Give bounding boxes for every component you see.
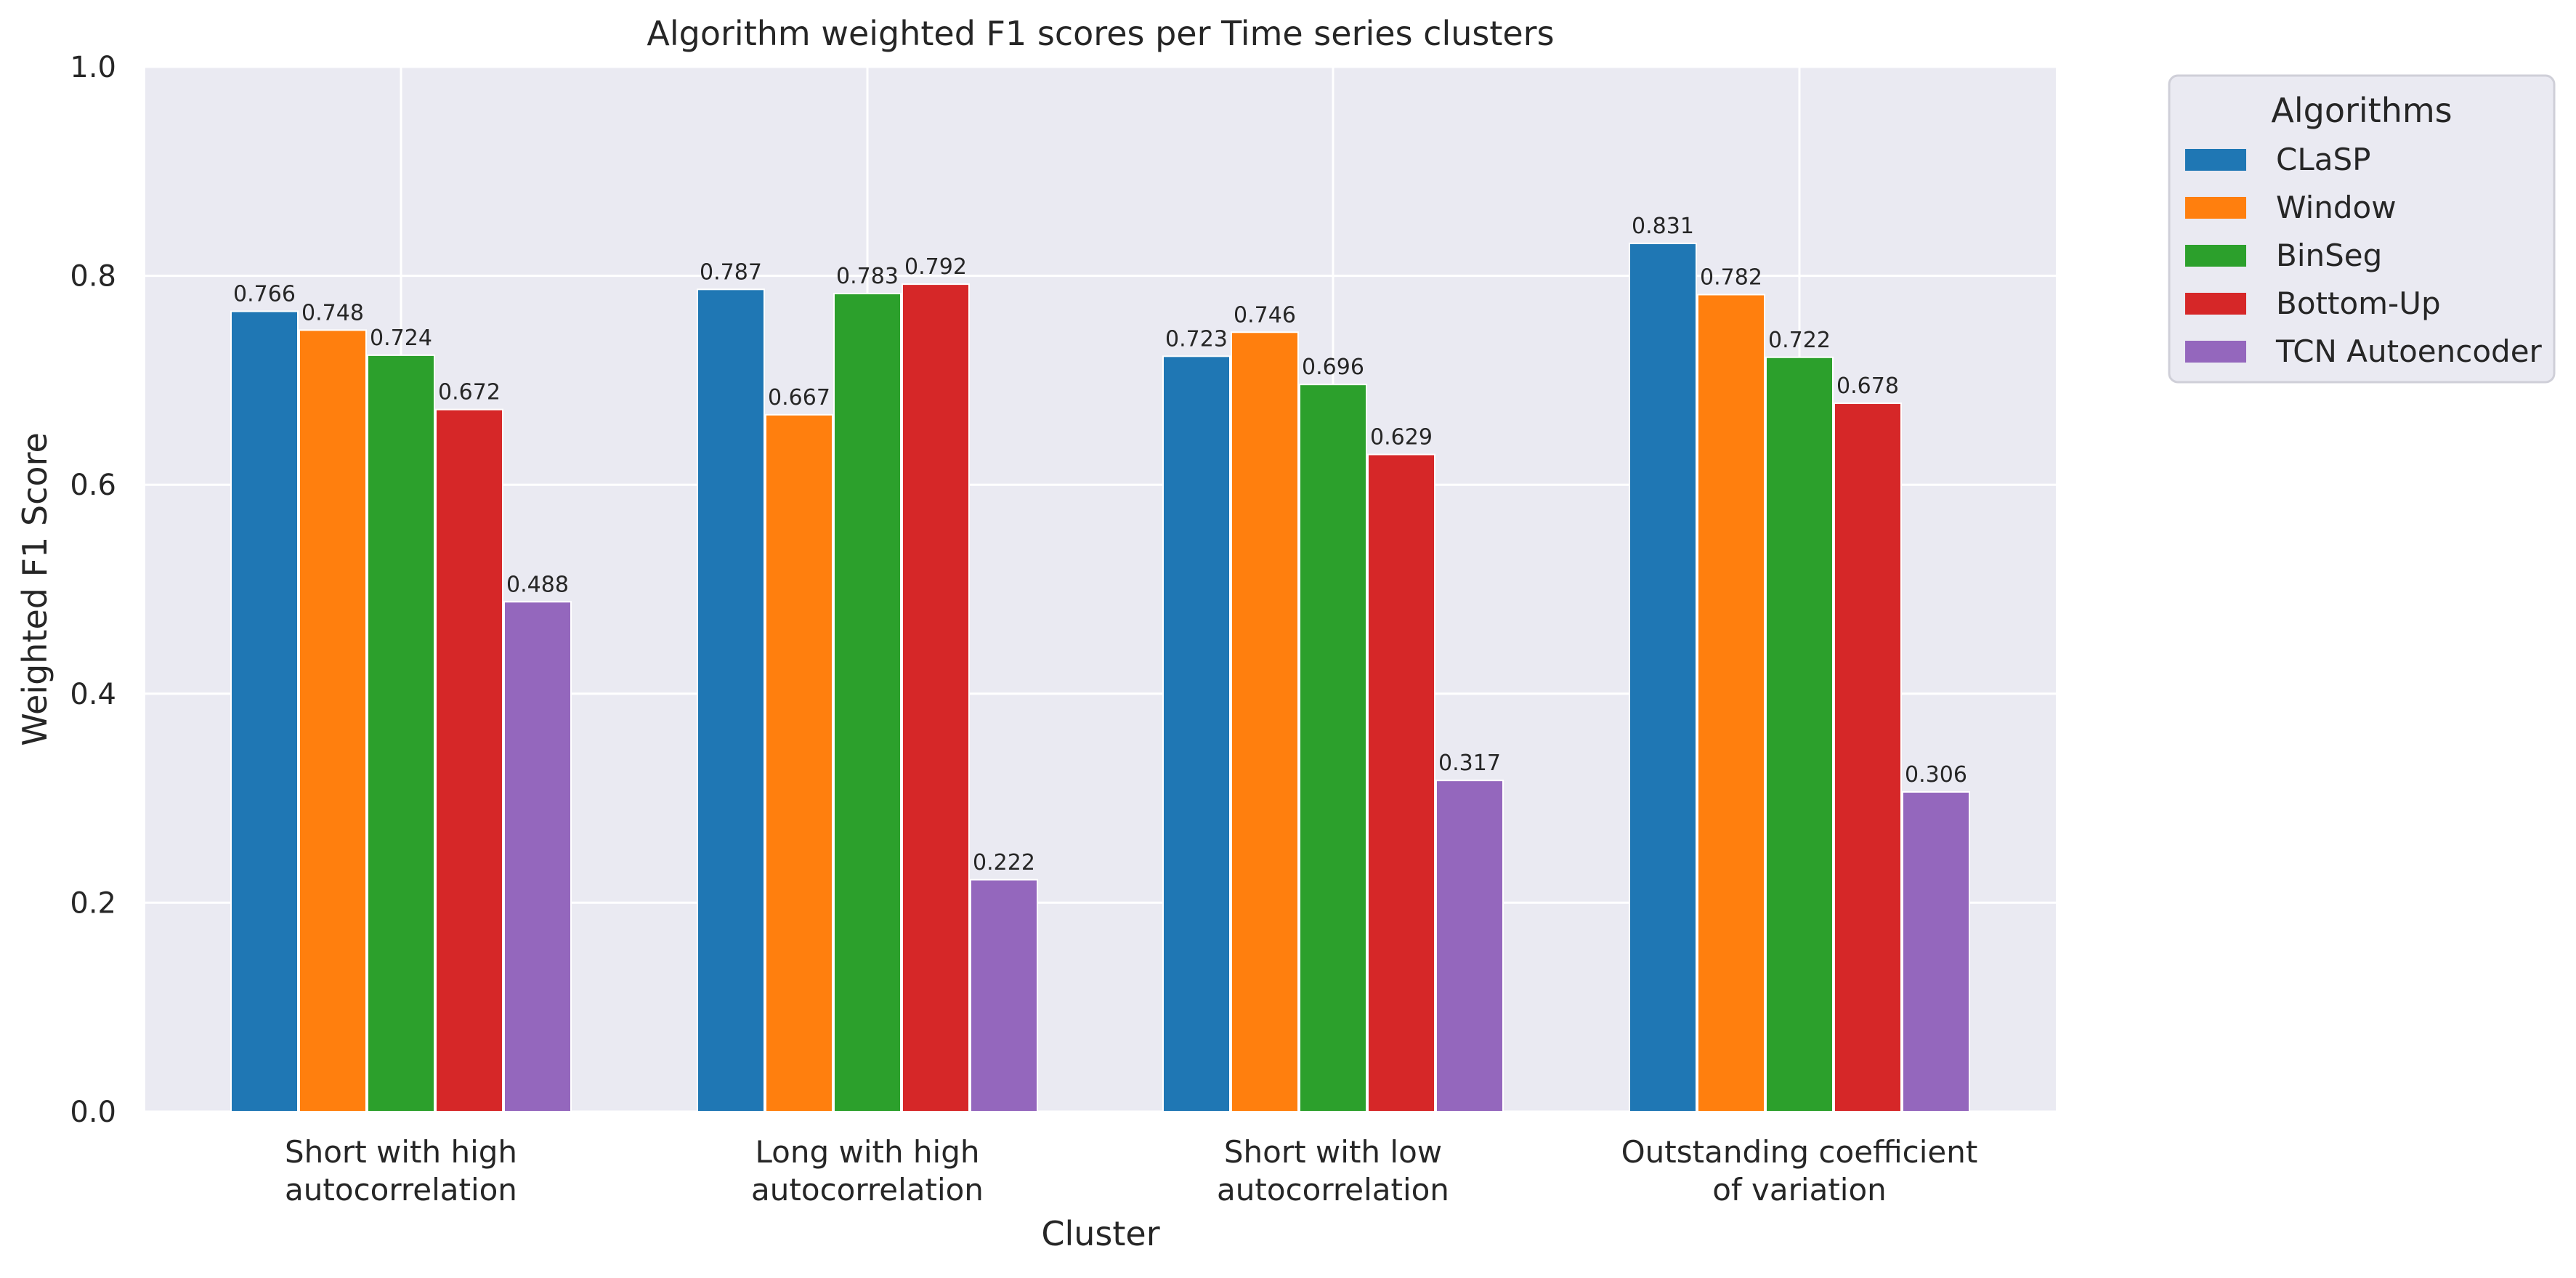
- x-tick-label: autocorrelation: [285, 1172, 517, 1208]
- bar-value-label: 0.488: [506, 572, 569, 597]
- y-tick-label: 0.8: [70, 260, 116, 294]
- bar-value-label: 0.766: [233, 281, 296, 307]
- bar-value-label: 0.748: [301, 300, 364, 325]
- bar-value-label: 0.831: [1632, 214, 1694, 239]
- x-tick-label: Short with low: [1224, 1134, 1442, 1170]
- bar-value-label: 0.629: [1370, 424, 1433, 450]
- legend: Algorithms CLaSP Window BinSeg Bottom-Up TCN…: [2168, 74, 2556, 384]
- bar-value-label: 0.317: [1438, 751, 1501, 776]
- bar-window: [299, 329, 367, 1113]
- x-tick-label: autocorrelation: [751, 1172, 984, 1208]
- legend-swatch: [2185, 197, 2246, 219]
- bar-bottom-up: [435, 408, 503, 1112]
- x-tick-label: Short with high: [285, 1134, 517, 1170]
- bar-tcn-autoencoder: [503, 601, 572, 1112]
- bar-value-label: 0.722: [1768, 328, 1831, 353]
- y-tick-label: 0.0: [70, 1096, 116, 1129]
- bar-value-label: 0.222: [973, 850, 1035, 875]
- bar-clasp: [1629, 243, 1697, 1113]
- legend-swatch: [2185, 341, 2246, 363]
- bar-bottom-up: [1834, 403, 1902, 1112]
- bar-value-label: 0.696: [1302, 355, 1364, 380]
- bar-tcn-autoencoder: [1902, 790, 1970, 1113]
- legend-swatch: [2185, 149, 2246, 171]
- legend-title: Algorithms: [2271, 91, 2452, 130]
- bar-window: [1231, 331, 1299, 1113]
- bar-value-label: 0.783: [836, 264, 899, 289]
- legend-label: Window: [2276, 190, 2397, 225]
- legend-swatch: [2185, 293, 2246, 315]
- x-tick-label: Long with high: [755, 1134, 979, 1170]
- bar-value-label: 0.782: [1700, 264, 1762, 290]
- legend-label: TCN Autoencoder: [2275, 333, 2543, 369]
- legend-label: BinSeg: [2276, 238, 2382, 273]
- x-tick-label: autocorrelation: [1217, 1172, 1449, 1208]
- bar-value-label: 0.746: [1234, 302, 1296, 328]
- bar-clasp: [697, 288, 765, 1113]
- bar-value-label: 0.724: [370, 325, 432, 351]
- bar-binseg: [1299, 384, 1367, 1112]
- bar-value-label: 0.723: [1165, 326, 1228, 352]
- legend-box: [2168, 74, 2556, 384]
- bar-tcn-autoencoder: [970, 878, 1038, 1113]
- bar-binseg: [367, 354, 435, 1113]
- legend-label: Bottom-Up: [2276, 286, 2441, 321]
- bar-value-label: 0.672: [438, 380, 501, 405]
- bar-bottom-up: [902, 283, 970, 1112]
- legend-swatch: [2185, 245, 2246, 267]
- bar-value-label: 0.306: [1905, 762, 1967, 788]
- x-tick-label: Outstanding coefficient: [1621, 1134, 1978, 1170]
- chart-title: Algorithm weighted F1 scores per Time se…: [647, 14, 1554, 53]
- y-tick-label: 0.4: [70, 678, 116, 711]
- y-tick-label: 0.6: [70, 469, 116, 502]
- bar-window: [765, 413, 833, 1112]
- bar-value-label: 0.667: [768, 385, 830, 411]
- value-labels: 0.766 0.787 0.723 0.831 0.748 0.667 0.746 0.782…: [233, 214, 1967, 875]
- x-axis-title: Cluster: [1041, 1214, 1159, 1253]
- bar-value-label: 0.787: [700, 259, 762, 285]
- bar-bottom-up: [1367, 453, 1435, 1112]
- bar-tcn-autoencoder: [1435, 780, 1504, 1113]
- bar-binseg: [833, 293, 902, 1112]
- bar-clasp: [1162, 355, 1231, 1112]
- bar-window: [1697, 294, 1765, 1112]
- bar-clasp: [230, 310, 299, 1113]
- y-axis-title: Weighted F1 Score: [15, 432, 54, 746]
- bar-value-label: 0.678: [1836, 373, 1899, 399]
- bars: [230, 243, 1970, 1113]
- y-tick-label: 0.2: [70, 886, 116, 920]
- bar-binseg: [1765, 356, 1834, 1112]
- y-tick-label: 1.0: [70, 51, 116, 84]
- x-tick-label: of variation: [1712, 1172, 1887, 1208]
- bar-value-label: 0.792: [904, 254, 967, 280]
- legend-label: CLaSP: [2276, 142, 2370, 177]
